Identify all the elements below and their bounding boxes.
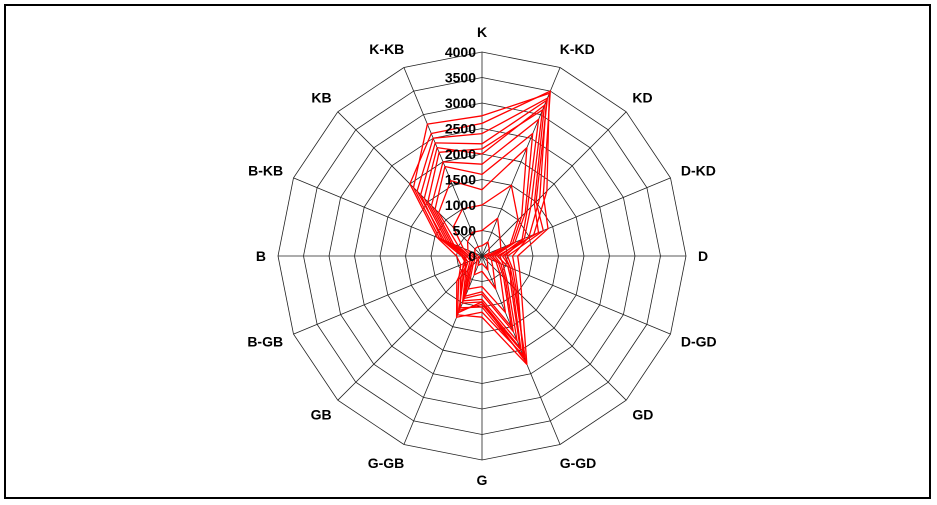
radar-category-labels: K K-KD KD D-KD D D-GD GD G-GD G G-GB GB B-GB B B-KB KB… xyxy=(247,24,716,488)
series-line-10 xyxy=(452,184,519,314)
radar-series-layer xyxy=(409,90,551,366)
tick-label-0: 0 xyxy=(468,248,476,264)
category-label-kb: KB xyxy=(311,90,331,106)
radar-chart: 0 500 1000 1500 2000 2500 3000 3500 4000 K K-KD KD… xyxy=(247,24,716,488)
category-label-b: B xyxy=(256,248,266,264)
chart-frame: 0 500 1000 1500 2000 2500 3000 3500 4000 K K-KD KD… xyxy=(4,4,931,499)
series-line-5 xyxy=(409,90,551,366)
category-label-gd: GD xyxy=(632,406,653,422)
series-line-11 xyxy=(466,217,502,290)
category-label-d: D xyxy=(698,248,708,264)
series-line-4 xyxy=(423,104,546,351)
category-label-gb: GB xyxy=(311,406,332,422)
category-label-g-gd: G-GD xyxy=(560,455,597,471)
spoke-KD xyxy=(481,111,627,257)
category-label-k-kd: K-KD xyxy=(560,41,595,57)
spoke-D-GD xyxy=(481,255,671,335)
tick-label-4000: 4000 xyxy=(445,44,476,60)
category-label-d-gd: D-GD xyxy=(681,334,717,350)
category-label-d-kd: D-KD xyxy=(681,162,716,178)
category-label-b-kb: B-KB xyxy=(248,162,283,178)
series-line-6 xyxy=(427,109,544,349)
tick-label-2000: 2000 xyxy=(445,146,476,162)
category-label-kd: KD xyxy=(632,90,652,106)
series-line-3 xyxy=(420,99,548,356)
radar-spokes xyxy=(278,52,686,460)
series-line-9 xyxy=(438,146,528,328)
radar-tick-labels: 0 500 1000 1500 2000 2500 3000 3500 4000 xyxy=(445,44,476,264)
tick-label-3500: 3500 xyxy=(445,70,476,86)
tick-label-2500: 2500 xyxy=(445,121,476,137)
category-label-g-gb: G-GB xyxy=(368,455,405,471)
category-label-b-gb: B-GB xyxy=(247,334,283,350)
tick-label-1000: 1000 xyxy=(445,197,476,213)
category-label-g: G xyxy=(477,472,488,488)
spoke-G-GB xyxy=(403,255,483,445)
tick-label-500: 500 xyxy=(453,223,477,239)
tick-label-1500: 1500 xyxy=(445,172,476,188)
series-line-8 xyxy=(434,132,534,333)
category-label-k: K xyxy=(477,24,487,40)
series-line-7 xyxy=(430,118,540,342)
tick-label-3000: 3000 xyxy=(445,95,476,111)
series-line-12 xyxy=(474,241,490,271)
category-label-k-kb: K-KB xyxy=(369,41,404,57)
spoke-B-GB xyxy=(293,255,483,335)
